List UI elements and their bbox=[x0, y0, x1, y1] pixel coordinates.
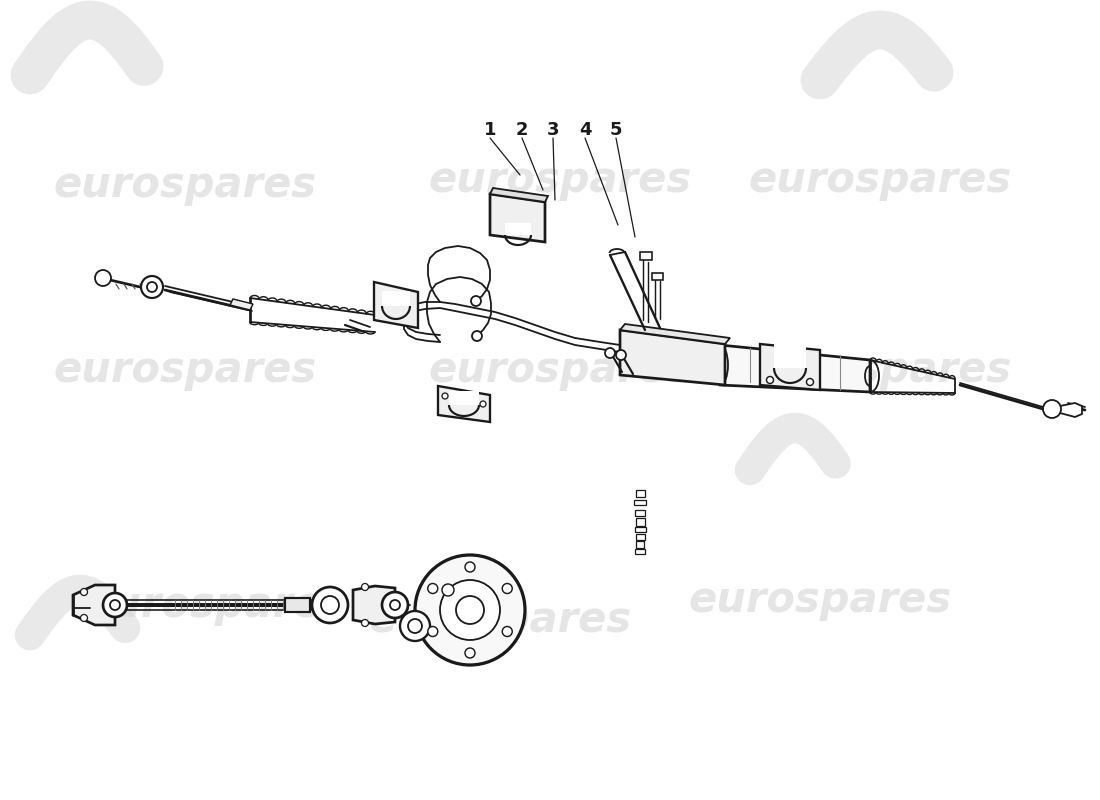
Circle shape bbox=[103, 593, 127, 617]
Text: eurospares: eurospares bbox=[84, 584, 346, 626]
Circle shape bbox=[400, 611, 430, 641]
Circle shape bbox=[806, 378, 814, 386]
Polygon shape bbox=[720, 345, 870, 392]
Polygon shape bbox=[1060, 403, 1082, 417]
Circle shape bbox=[390, 600, 400, 610]
Text: 2: 2 bbox=[516, 121, 528, 139]
Circle shape bbox=[362, 619, 369, 626]
Circle shape bbox=[428, 583, 438, 594]
Polygon shape bbox=[635, 527, 646, 532]
Circle shape bbox=[456, 596, 484, 624]
Circle shape bbox=[440, 580, 500, 640]
Text: eurospares: eurospares bbox=[54, 164, 317, 206]
Text: eurospares: eurospares bbox=[748, 349, 1012, 391]
Polygon shape bbox=[636, 518, 645, 526]
Polygon shape bbox=[490, 194, 544, 242]
FancyBboxPatch shape bbox=[449, 391, 478, 405]
Polygon shape bbox=[636, 490, 645, 497]
Polygon shape bbox=[636, 534, 645, 540]
Polygon shape bbox=[640, 252, 652, 260]
Polygon shape bbox=[620, 330, 725, 385]
Text: eurospares: eurospares bbox=[689, 579, 952, 621]
FancyBboxPatch shape bbox=[774, 344, 806, 368]
Polygon shape bbox=[230, 299, 253, 310]
Circle shape bbox=[110, 600, 120, 610]
Circle shape bbox=[362, 583, 369, 590]
Circle shape bbox=[408, 619, 422, 633]
Circle shape bbox=[465, 562, 475, 572]
Circle shape bbox=[141, 276, 163, 298]
Circle shape bbox=[415, 555, 525, 665]
Circle shape bbox=[472, 331, 482, 341]
Text: 4: 4 bbox=[579, 121, 592, 139]
Circle shape bbox=[80, 614, 88, 622]
Circle shape bbox=[95, 270, 111, 286]
Polygon shape bbox=[73, 585, 116, 625]
Text: eurospares: eurospares bbox=[368, 599, 631, 641]
Circle shape bbox=[767, 377, 773, 383]
Polygon shape bbox=[353, 586, 395, 624]
Circle shape bbox=[312, 587, 348, 623]
Polygon shape bbox=[652, 273, 663, 280]
Circle shape bbox=[80, 589, 88, 595]
FancyBboxPatch shape bbox=[505, 223, 531, 235]
Text: 3: 3 bbox=[547, 121, 559, 139]
Text: 5: 5 bbox=[609, 121, 623, 139]
Circle shape bbox=[471, 296, 481, 306]
FancyBboxPatch shape bbox=[382, 291, 410, 306]
Circle shape bbox=[442, 584, 454, 596]
Circle shape bbox=[147, 282, 157, 292]
Polygon shape bbox=[636, 541, 644, 548]
Circle shape bbox=[480, 401, 486, 407]
Circle shape bbox=[428, 626, 438, 637]
Text: eurospares: eurospares bbox=[428, 159, 692, 201]
Polygon shape bbox=[635, 549, 645, 554]
Polygon shape bbox=[635, 510, 645, 516]
Text: eurospares: eurospares bbox=[748, 159, 1012, 201]
Text: eurospares: eurospares bbox=[428, 349, 692, 391]
Polygon shape bbox=[374, 282, 418, 328]
Circle shape bbox=[503, 583, 513, 594]
Circle shape bbox=[1043, 400, 1062, 418]
Circle shape bbox=[605, 348, 615, 358]
Polygon shape bbox=[285, 598, 310, 612]
Circle shape bbox=[465, 648, 475, 658]
Polygon shape bbox=[490, 188, 548, 202]
Circle shape bbox=[503, 626, 513, 637]
Circle shape bbox=[382, 592, 408, 618]
Circle shape bbox=[616, 350, 626, 360]
Polygon shape bbox=[634, 500, 646, 505]
Text: 1: 1 bbox=[484, 121, 496, 139]
Text: eurospares: eurospares bbox=[54, 349, 317, 391]
Circle shape bbox=[442, 393, 448, 399]
Polygon shape bbox=[760, 344, 820, 390]
Circle shape bbox=[321, 596, 339, 614]
Polygon shape bbox=[438, 386, 490, 422]
Polygon shape bbox=[620, 324, 730, 344]
